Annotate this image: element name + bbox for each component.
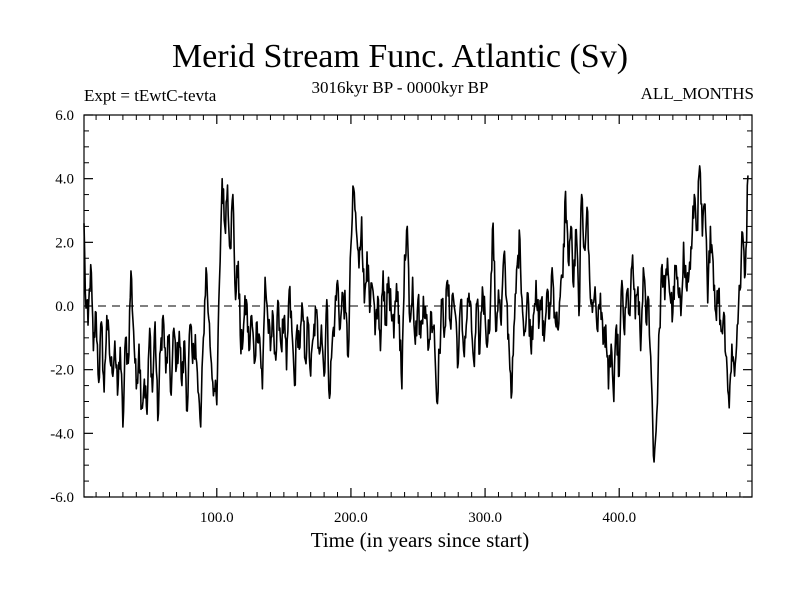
x-tick-label: 300.0 <box>468 510 502 526</box>
y-tick-label: -4.0 <box>50 426 74 442</box>
chart-title: Merid Stream Func. Atlantic (Sv) <box>171 38 629 75</box>
months-label: ALL_MONTHS <box>640 84 754 103</box>
y-tick-label: -6.0 <box>50 490 74 506</box>
y-tick-label: 0.0 <box>55 299 74 315</box>
series-group <box>83 165 749 463</box>
x-axis: 100.0 200.0 300.0 400.0 <box>95 115 741 526</box>
y-tick-label: 2.0 <box>55 235 74 251</box>
x-tick-label: 100.0 <box>200 510 234 526</box>
y-axis: -6.0 -4.0 -2.0 0.0 2.0 4.0 6.0 <box>50 108 752 506</box>
x-tick-label: 200.0 <box>334 510 368 526</box>
y-tick-label: 6.0 <box>55 108 74 124</box>
experiment-label: Expt = tEwtC-tevta <box>84 86 217 105</box>
period-label: 3016kyr BP - 0000kyr BP <box>311 78 489 97</box>
x-axis-label: Time (in years since start) <box>310 528 530 552</box>
y-tick-label: 4.0 <box>55 172 74 188</box>
x-tick-label: 400.0 <box>602 510 636 526</box>
series-line <box>83 165 749 463</box>
y-tick-label: -2.0 <box>50 363 74 379</box>
